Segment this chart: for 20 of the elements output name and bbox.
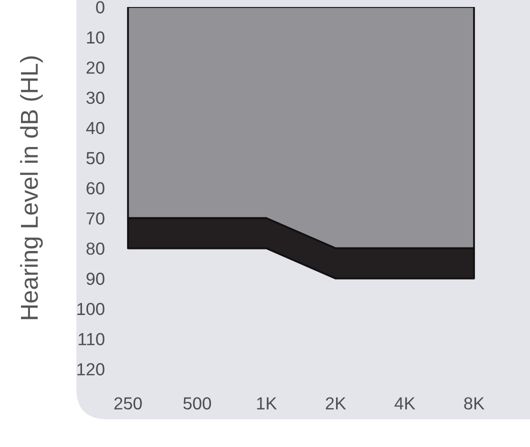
x-tick-label: 500 — [183, 397, 211, 410]
y-axis-title: Hearing Level in dB (HL) — [20, 56, 43, 320]
x-tick-label: 8K — [464, 397, 484, 410]
x-tick-label: 2K — [326, 397, 346, 410]
x-tick-label: 4K — [394, 397, 416, 410]
y-tick-label: 50 — [86, 152, 104, 164]
y-tick-label: 110 — [78, 333, 104, 346]
y-tick-label: 10 — [87, 31, 104, 44]
y-tick-label: 20 — [86, 62, 104, 74]
y-tick-label: 30 — [86, 92, 104, 104]
x-tick-label: 1K — [257, 397, 277, 410]
y-tick-label: 100 — [77, 302, 104, 316]
y-tick-label: 70 — [86, 212, 104, 225]
y-tick-label: 120 — [77, 363, 104, 376]
y-tick-label: 0 — [96, 1, 104, 14]
y-tick-label: 60 — [86, 182, 104, 194]
y-tick-label: 80 — [86, 242, 104, 255]
y-tick-label: 40 — [86, 122, 104, 134]
y-tick-label: 90 — [86, 272, 104, 285]
x-tick-label: 250 — [114, 397, 142, 410]
